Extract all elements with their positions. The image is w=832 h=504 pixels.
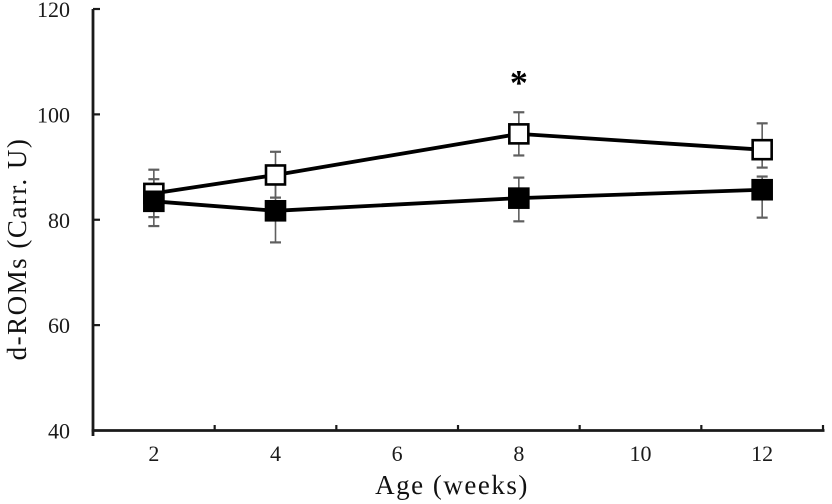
x-tick-label: 6 [392,441,403,466]
y-tick-label: 100 [37,102,70,127]
x-tick-label: 4 [270,441,281,466]
x-tick-label: 10 [630,441,652,466]
data-point-open-square [508,123,530,145]
filled-squares-group [143,178,773,222]
data-point-open-square [264,164,287,186]
data-point-filled-square [751,178,773,201]
x-tick-label: 2 [148,441,159,466]
x-axis-title: Age (weeks) [375,470,529,500]
x-tick-label: 8 [513,441,524,466]
x-tick-label: 12 [751,441,773,466]
y-tick-label: 40 [48,419,70,444]
data-point-open-square [751,138,773,161]
significance-asterisk: * [510,62,528,102]
y-tick-label: 60 [48,313,70,338]
y-tick-label: 120 [37,0,70,22]
y-tick-label: 80 [48,208,70,233]
series-line-filled-square [153,187,763,213]
data-point-filled-square [143,190,165,213]
plot-area: 40 60 80 100 120 2 4 6 8 10 12 * [37,0,825,466]
error-bars-layer [148,111,768,244]
series-line-open-square [153,131,763,196]
data-point-filled-square [508,187,530,209]
y-axis-title: d-ROMs (Carr. U) [2,138,32,361]
data-point-filled-square [264,199,287,222]
